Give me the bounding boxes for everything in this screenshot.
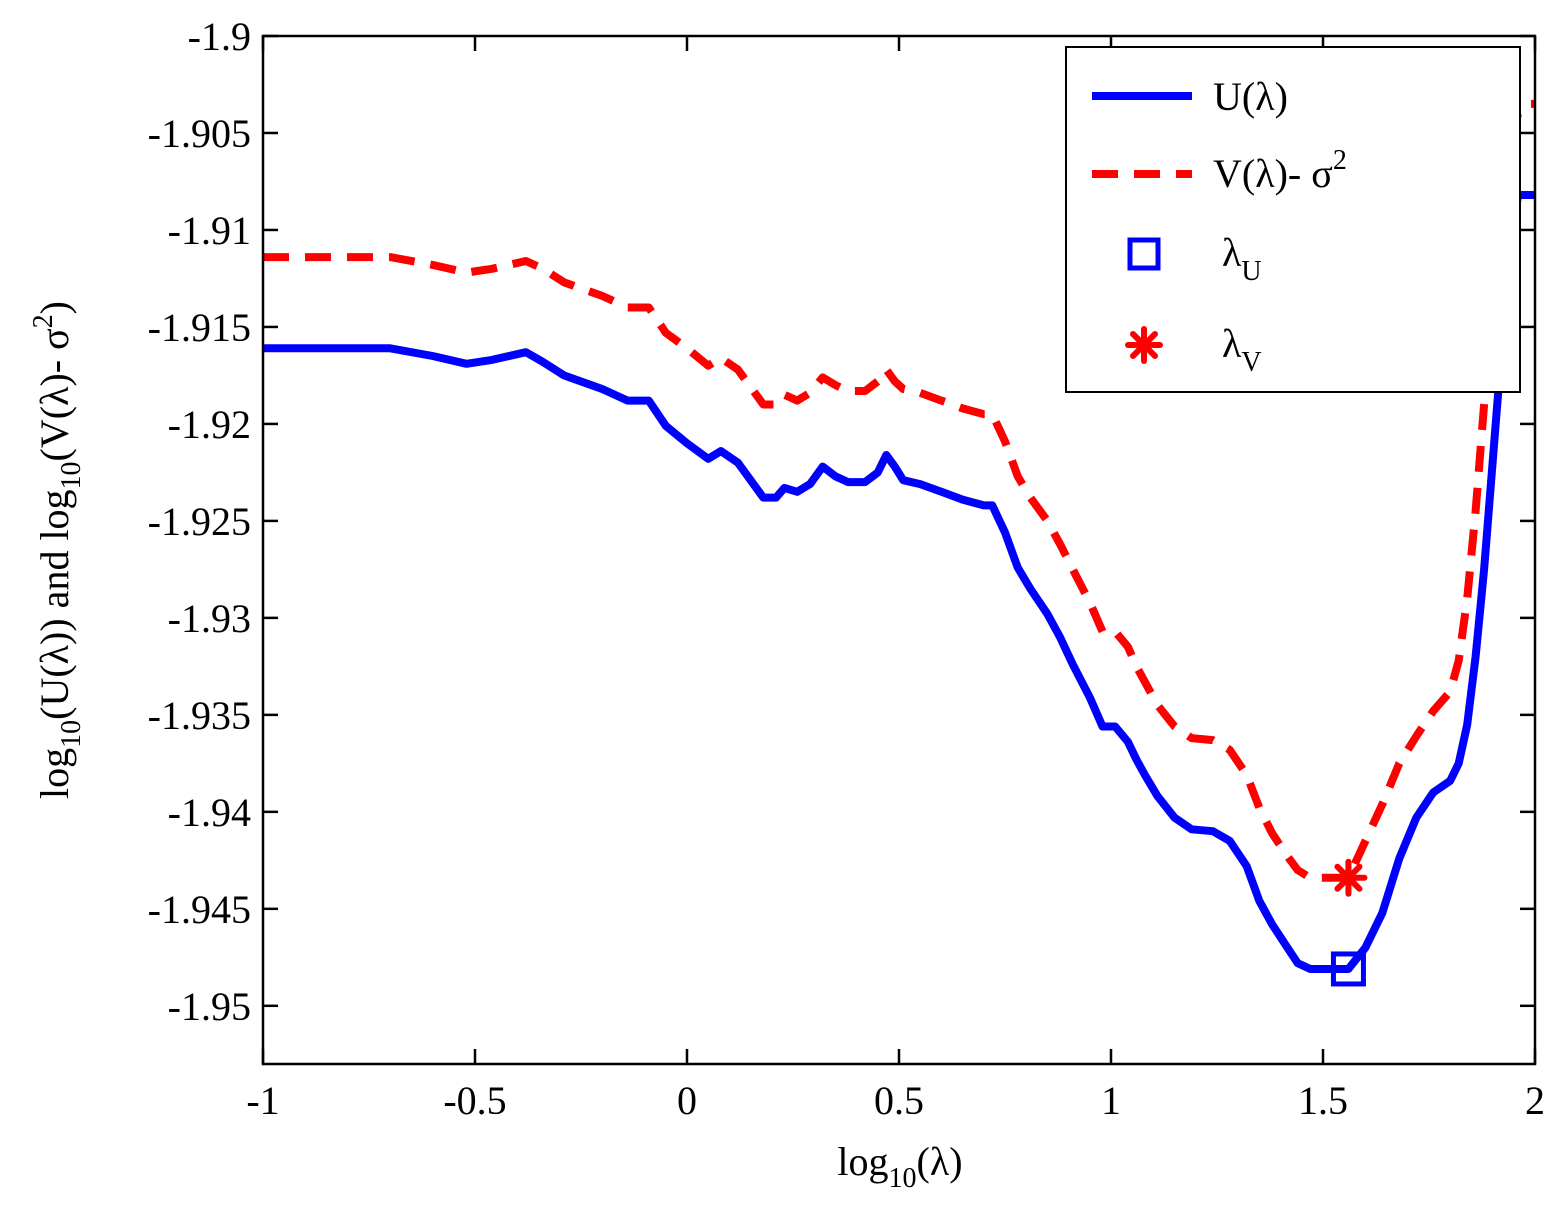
x-tick-label: 0.5 xyxy=(874,1078,924,1123)
y-tick-label: -1.9 xyxy=(188,14,251,59)
y-tick-label: -1.925 xyxy=(148,499,251,544)
legend-lv-asterisk xyxy=(1125,326,1163,364)
marker-lambda-v xyxy=(1329,858,1368,897)
y-tick-label: -1.905 xyxy=(148,111,251,156)
x-axis-label: log10(λ) xyxy=(837,1139,962,1194)
legend-u-text: U(λ) xyxy=(1213,74,1288,119)
x-tick-label: 1.5 xyxy=(1298,1078,1348,1123)
y-tick-label: -1.945 xyxy=(148,887,251,932)
y-tick-label: -1.91 xyxy=(168,208,251,253)
x-tick-label: 0 xyxy=(677,1078,697,1123)
legend-v-text: V(λ)- σ2 xyxy=(1213,145,1347,196)
y-tick-label: -1.935 xyxy=(148,693,251,738)
tick-label-layer: -1 -0.5 0 0.5 1 1.5 2 -1.9 -1.905 -1.91 -1.915 -1.9… xyxy=(148,14,1545,1123)
y-tick-label: -1.93 xyxy=(168,596,251,641)
marker-layer xyxy=(1329,858,1368,987)
series-line-u xyxy=(263,191,1535,973)
x-tick-label: -0.5 xyxy=(443,1078,506,1123)
y-tick-label: -1.915 xyxy=(148,305,251,350)
legend-lu-square xyxy=(1127,237,1161,271)
x-tick-label: 2 xyxy=(1525,1078,1545,1123)
y-tick-label: -1.95 xyxy=(168,984,251,1029)
legend: U(λ) V(λ)- σ2 λU λV xyxy=(1065,46,1521,393)
series-line-v xyxy=(263,99,1535,882)
y-tick-label: -1.92 xyxy=(168,402,251,447)
x-tick-label: -1 xyxy=(246,1078,279,1123)
legend-lu-text: λU xyxy=(1222,230,1262,287)
series-layer xyxy=(263,99,1535,973)
marker-lambda-u xyxy=(1330,951,1366,987)
x-tick-label: 1 xyxy=(1101,1078,1121,1123)
y-tick-label: -1.94 xyxy=(168,790,251,835)
legend-lv-text: λV xyxy=(1222,321,1262,378)
y-axis-label: log10(U(λ)) and log10(V(λ)- σ2) xyxy=(28,301,87,799)
tick-layer xyxy=(261,34,1537,1064)
